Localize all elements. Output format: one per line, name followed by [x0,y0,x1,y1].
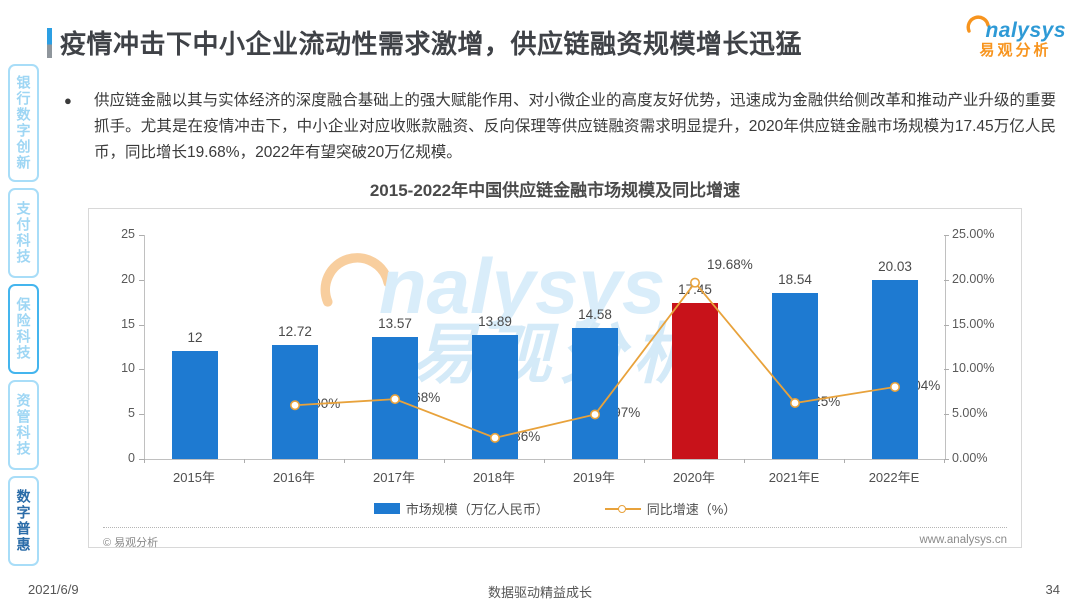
y-axis-label-left: 0 [128,451,135,465]
growth-line-marker [889,381,900,392]
y-axis-label-right: 5.00% [952,406,988,421]
market-size-bar [672,302,718,459]
logo-brand-cn: 易观分析 [979,42,1052,59]
growth-value-label: 19.68% [707,256,753,272]
x-axis-tick [344,459,345,463]
footer-page-number: 34 [1045,582,1060,597]
y-axis-tick [944,279,949,281]
bar-value-label: 13.57 [378,316,412,332]
y-axis-label-left: 10 [121,361,135,376]
title-accent-bar [47,28,52,58]
bullet-icon: ● [64,93,72,108]
x-axis-label: 2019年 [573,470,615,485]
y-axis-tick [139,414,144,416]
legend-label: 同比增速（%） [646,502,737,517]
legend-label: 市场规模（万亿人民币） [405,502,549,517]
page-title: 疫情冲击下中小企业流动性需求激增，供应链融资规模增长迅猛 [60,29,803,59]
y-axis-tick [944,235,949,236]
x-axis-label: 2015年 [173,470,215,485]
chart-source: © 易观分析 [103,537,159,549]
analysys-website-link[interactable]: www.analysys.cn [919,534,1007,546]
footer-date: 2021/6/9 [28,582,79,597]
bar-value-label: 20.03 [878,258,912,274]
y-axis-tick [139,459,144,460]
growth-line [290,277,900,443]
sidebar-item-payment-tech[interactable]: 支付科技 [8,188,39,278]
x-axis-label: 2020年 [673,470,715,485]
x-axis-tick [444,459,445,463]
sidebar-item-digital-inclusion[interactable]: 数字普惠 [8,476,39,566]
y-axis-label-left: 25 [121,227,135,241]
y-axis-tick [944,369,949,371]
y-axis-label-right: 20.00% [952,271,995,286]
chart-legend: 市场规模（万亿人民币） 同比增速（%） [89,499,1021,518]
x-axis-label: 2022年E [868,470,920,485]
bar-value-label: 12 [187,330,203,346]
y-axis-tick [139,279,144,281]
card-divider [103,527,1007,528]
summary-text: 供应链金融以其与实体经济的深度融合基础上的强大赋能作用、对小微企业的高度友好优势… [94,92,1056,161]
market-size-bar [172,351,218,459]
growth-line-marker [290,400,301,411]
growth-line-marker [589,409,600,420]
y-axis-label-left: 20 [121,271,135,286]
y-axis-tick [139,235,144,236]
x-axis-tick [944,459,945,463]
x-axis-tick [544,459,545,463]
bar-value-label: 14.58 [578,307,612,323]
sidebar-item-asset-management-tech[interactable]: 资管科技 [8,380,39,470]
x-axis-tick [144,459,145,463]
x-axis-tick [744,459,745,463]
sidebar-item-insurance-tech[interactable]: 保险科技 [8,284,39,374]
y-axis-tick [944,459,949,460]
x-axis-label: 2021年E [768,470,820,485]
y-axis-label-left: 15 [121,316,135,331]
y-axis-tick [139,324,144,326]
analysys-logo: nalysys 易观分析 [965,10,1066,58]
growth-line-marker [489,432,500,443]
sidebar-nav: 银行数字创新支付科技保险科技资管科技数字普惠 [8,64,42,566]
legend-item: 同比增速（%） [604,499,737,518]
x-axis-label: 2018年 [473,470,515,485]
chart-plot-area: nalysys 易观分析 12 12.72 13.57 13.89 14.58 17.45… [144,235,946,460]
chart-title: 2015-2022年中国供应链金融市场规模及同比增速 [369,181,741,200]
footer-slogan: 数据驱动精益成长 [487,585,592,600]
y-axis-tick [944,414,949,416]
legend-bar-swatch [373,503,400,514]
y-axis-label-left: 5 [128,406,135,421]
x-axis-tick [244,459,245,463]
market-size-bar [872,279,918,459]
x-axis-tick [844,459,845,463]
y-axis-label-right: 25.00% [952,227,995,241]
market-size-bar [772,292,818,459]
summary-bullet: ● 供应链金融以其与实体经济的深度融合基础上的强大赋能作用、对小微企业的高度友好… [64,88,1056,166]
y-axis-label-right: 10.00% [952,361,995,376]
y-axis-label-right: 15.00% [952,316,995,331]
y-axis-tick [139,369,144,371]
logo-brand-text: nalysys [985,19,1066,42]
x-axis-label: 2017年 [373,470,415,485]
bar-value-label: 13.89 [478,313,512,329]
x-axis-tick [644,459,645,463]
logo-swoosh-icon [965,10,992,41]
legend-item: 市场规模（万亿人民币） [373,499,549,518]
growth-line-marker [390,394,401,405]
sidebar-item-banking-digital-innovation[interactable]: 银行数字创新 [8,64,39,182]
y-axis-tick [944,324,949,326]
bar-value-label: 12.72 [278,324,312,340]
x-axis-label: 2016年 [273,470,315,485]
y-axis-label-right: 0.00% [952,451,988,465]
bar-value-label: 18.54 [778,271,812,287]
growth-line-marker [789,398,800,409]
chart-card: nalysys 易观分析 12 12.72 13.57 13.89 14.58 17.45… [88,208,1022,549]
growth-line-marker [689,277,700,288]
legend-line-swatch [604,503,641,514]
